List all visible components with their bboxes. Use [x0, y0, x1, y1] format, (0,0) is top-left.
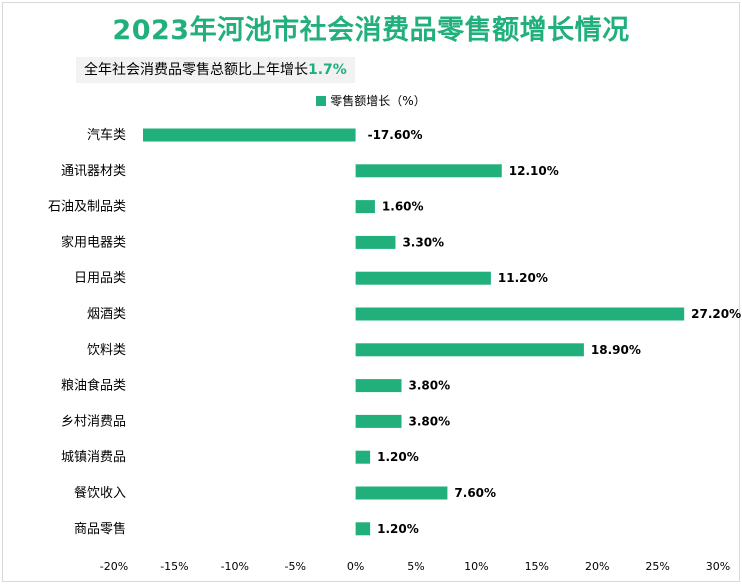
x-tick-label: 20% [585, 560, 609, 573]
bar [355, 235, 396, 249]
chart-title: 2023年河池市社会消费品零售额增长情况 [112, 15, 630, 46]
data-label: -17.60% [368, 128, 423, 142]
bar [355, 307, 685, 321]
bar [355, 379, 402, 393]
x-tick-label: 0% [347, 560, 364, 573]
data-label: 1.20% [377, 522, 419, 536]
x-tick-label: 15% [525, 560, 549, 573]
category-label: 粮油食品类 [61, 378, 126, 394]
legend-label: 零售额增长（%） [330, 94, 426, 108]
x-tick-label: 5% [407, 560, 424, 573]
x-tick-label: -20% [100, 560, 128, 573]
subtitle-box: 全年社会消费品零售总额比上年增长1.7% [76, 57, 355, 83]
category-label: 饮料类 [87, 343, 126, 358]
category-label: 石油及制品类 [48, 200, 126, 215]
data-label: 3.80% [409, 414, 451, 428]
category-label: 商品零售 [74, 521, 126, 537]
bar [355, 414, 402, 428]
data-label: 11.20% [498, 271, 548, 285]
bar [142, 128, 356, 142]
data-label: 1.20% [377, 450, 419, 464]
legend-swatch [316, 96, 327, 106]
category-label: 家用电器类 [61, 234, 126, 250]
x-tick-label: -15% [160, 560, 188, 573]
data-label: 3.30% [402, 235, 444, 249]
data-label: 12.10% [509, 164, 559, 178]
data-label: 27.20% [691, 307, 741, 321]
data-label: 18.90% [591, 343, 641, 357]
subtitle-value: 1.7% [308, 62, 347, 78]
subtitle-text: 全年社会消费品零售总额比上年增长 [84, 62, 308, 78]
bar [355, 271, 491, 285]
x-tick-label: 25% [645, 560, 669, 573]
category-label: 城镇消费品 [61, 450, 126, 465]
x-tick-label: 30% [706, 560, 730, 573]
category-label: 烟酒类 [87, 307, 126, 322]
category-label: 汽车类 [87, 127, 126, 143]
category-label: 通讯器材类 [61, 164, 126, 179]
bar [355, 200, 375, 214]
category-label: 日用品类 [74, 271, 126, 286]
data-label: 1.60% [382, 200, 424, 214]
data-label: 7.60% [454, 486, 496, 500]
x-tick-label: 10% [464, 560, 488, 573]
category-label: 餐饮收入 [74, 485, 126, 501]
bar [355, 450, 371, 464]
x-tick-label: -10% [221, 560, 249, 573]
legend: 零售额增长（%） [0, 92, 742, 109]
bar [355, 164, 502, 178]
data-label: 3.80% [409, 379, 451, 393]
bar [355, 522, 371, 536]
x-tick-label: -5% [284, 560, 305, 573]
bar [355, 343, 584, 357]
category-label: 乡村消费品 [61, 414, 126, 429]
bar [355, 486, 448, 500]
